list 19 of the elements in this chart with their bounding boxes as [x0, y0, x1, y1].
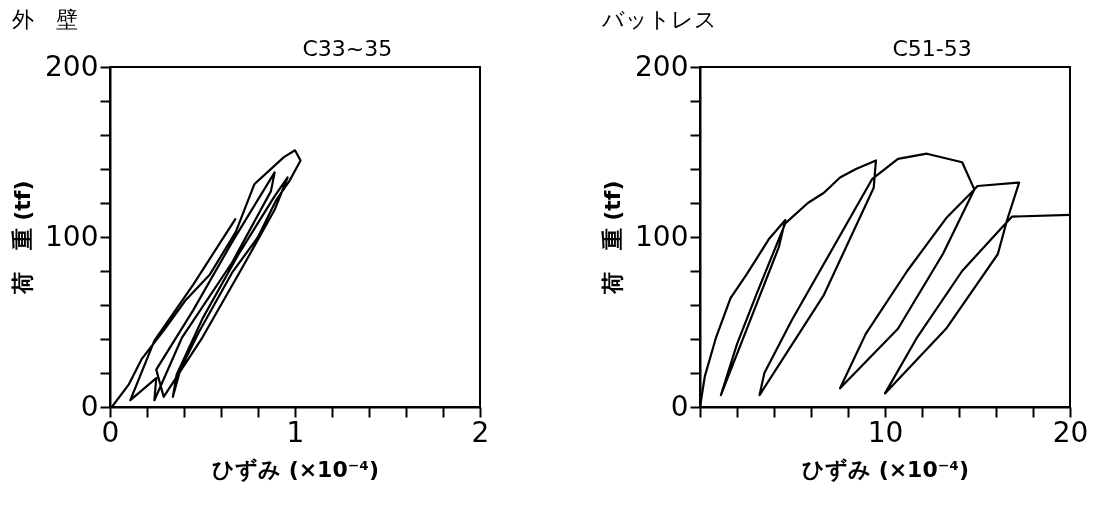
chart-title: 外 壁: [11, 7, 78, 32]
y-tick-label: 200: [45, 49, 99, 83]
x-tick-label: 1: [286, 415, 305, 449]
y-axis-title: 荷 重 (tf): [10, 180, 36, 296]
y-tick-label: 100: [45, 219, 99, 253]
y-axis-title: 荷 重 (tf): [600, 180, 626, 296]
y-tick-label: 0: [670, 389, 689, 423]
x-tick-label: 2: [471, 415, 490, 449]
x-tick-label: 20: [1052, 415, 1089, 449]
text: C33~35: [302, 36, 393, 61]
y-tick-label: 200: [635, 49, 689, 83]
x-tick-label: 10: [867, 415, 904, 449]
chart-title: バットレス: [600, 7, 717, 32]
text: C51-53: [892, 36, 972, 61]
y-tick-label: 0: [80, 389, 99, 423]
y-tick-label: 100: [635, 219, 689, 253]
x-axis-title: ひずみ (×10⁻⁴): [801, 456, 970, 483]
x-tick-label: 0: [101, 415, 120, 449]
x-axis-title: ひずみ (×10⁻⁴): [211, 456, 380, 483]
